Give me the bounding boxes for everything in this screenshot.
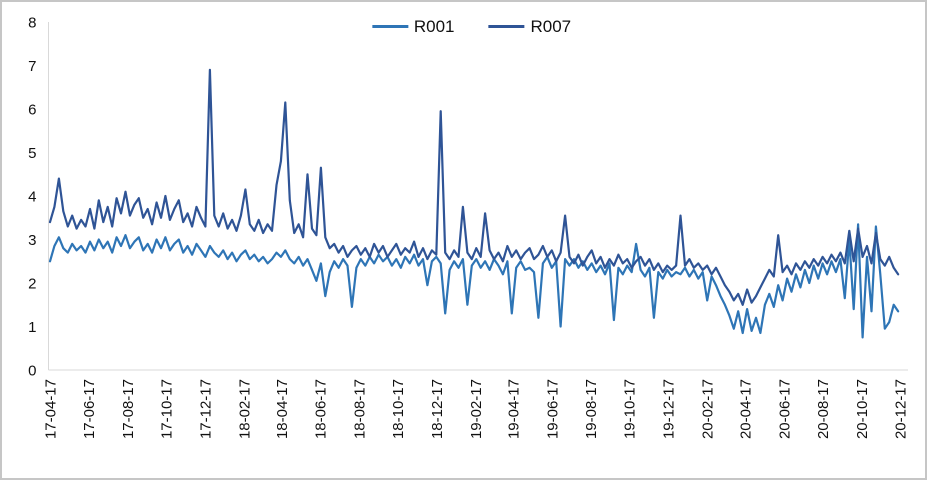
r001-line-swatch-icon: [371, 25, 408, 28]
y-tick-label: 4: [28, 189, 36, 206]
x-tick-label: 17-04-17: [43, 379, 60, 439]
x-tick-label: 20-10-17: [854, 379, 871, 439]
y-tick-label: 6: [28, 102, 36, 119]
r007-series-line: [48, 68, 900, 306]
legend-item-r001[interactable]: R001: [371, 17, 455, 36]
x-tick-label: 17-08-17: [120, 379, 137, 439]
x-tick-label: 19-06-17: [544, 379, 561, 439]
x-tick-label: 17-06-17: [81, 379, 98, 439]
y-tick-label: 0: [28, 363, 36, 380]
x-tick-label: 20-08-17: [815, 379, 832, 439]
y-tick-label: 5: [28, 145, 36, 162]
x-tick-label: 18-08-17: [351, 379, 368, 439]
y-tick-label: 2: [28, 276, 36, 293]
x-tick-label: 18-12-17: [429, 379, 446, 439]
y-tick-label: 7: [28, 58, 36, 75]
x-tick-label: 20-02-17: [700, 379, 717, 439]
x-tick-label: 19-12-17: [660, 379, 677, 439]
legend-item-r007[interactable]: R007: [488, 17, 572, 36]
x-tick-label: 18-02-17: [237, 379, 254, 439]
x-tick-label: 18-06-17: [313, 379, 330, 439]
y-tick-label: 8: [28, 15, 36, 32]
x-tick-label: 17-12-17: [197, 379, 214, 439]
x-tick-label: 20-12-17: [893, 379, 910, 439]
y-tick-label: 3: [28, 232, 36, 249]
x-tick-label: 19-10-17: [622, 379, 639, 439]
x-tick-label: 19-02-17: [468, 379, 485, 439]
r001-series-line: [48, 223, 900, 339]
y-tick-label: 1: [28, 319, 36, 336]
x-tick-label: 18-04-17: [274, 379, 291, 439]
legend-label-r001: R001: [413, 17, 455, 36]
x-tick-label: 18-10-17: [390, 379, 407, 439]
x-tick-label: 20-04-17: [738, 379, 755, 439]
legend-label-r007: R007: [530, 17, 572, 36]
legend: R001 R007: [371, 17, 572, 36]
x-tick-label: 20-06-17: [776, 379, 793, 439]
x-tick-label: 19-08-17: [583, 379, 600, 439]
r007-line-swatch-icon: [488, 25, 525, 28]
x-tick-label: 17-10-17: [159, 379, 176, 439]
x-tick-label: 19-04-17: [506, 379, 523, 439]
